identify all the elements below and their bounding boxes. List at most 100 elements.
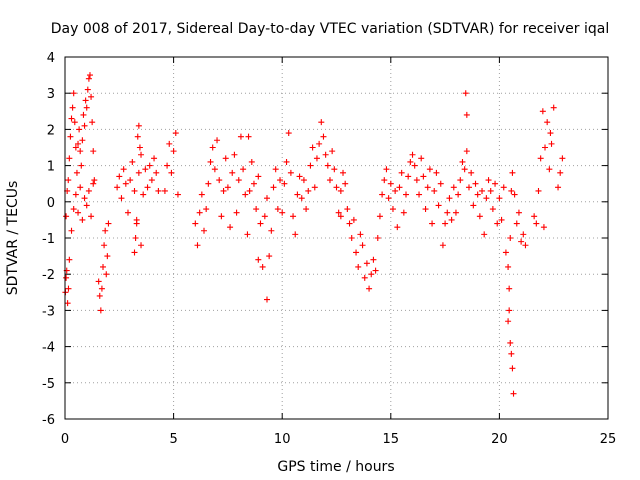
data-point [71, 119, 78, 126]
data-point [457, 177, 464, 184]
data-point [259, 263, 266, 270]
data-point [520, 231, 527, 238]
data-point [140, 191, 147, 198]
data-point [510, 390, 517, 397]
data-point [405, 173, 412, 180]
data-point [207, 158, 214, 165]
data-point [274, 206, 281, 213]
data-point [101, 242, 108, 249]
data-point [374, 235, 381, 241]
data-point [120, 166, 127, 173]
data-point [72, 144, 79, 151]
data-point [124, 209, 131, 216]
axis-ticks [64, 56, 609, 420]
data-point [459, 158, 466, 165]
data-point [472, 180, 479, 187]
data-point [540, 224, 547, 231]
data-point [450, 184, 457, 191]
tick-labels: 0 5 10 15 20 25 -6 -5 -4 -3 -2 -1 0 1 2 3 4 [42, 51, 616, 447]
data-point [513, 220, 520, 227]
data-point [229, 169, 236, 176]
data-point [161, 187, 168, 194]
data-point [287, 169, 294, 176]
data-point [385, 195, 392, 202]
data-point [300, 177, 307, 184]
data-point [370, 256, 377, 263]
data-point [83, 202, 90, 209]
y-tick-label: 0 [47, 196, 55, 211]
data-point [283, 158, 290, 165]
data-point [135, 122, 142, 129]
data-point [496, 195, 503, 202]
data-point [335, 209, 342, 216]
data-point [138, 151, 145, 158]
data-point [88, 93, 95, 100]
data-point [544, 119, 551, 126]
data-point [542, 144, 549, 151]
data-point [118, 195, 125, 202]
data-point [357, 231, 364, 238]
data-point [468, 169, 475, 176]
data-point [170, 148, 177, 155]
data-point [116, 173, 123, 180]
data-point [98, 285, 105, 292]
data-point [63, 274, 70, 281]
data-point [268, 227, 275, 234]
data-point [263, 195, 270, 202]
data-point [355, 263, 362, 270]
data-point [500, 184, 507, 191]
data-point [76, 126, 83, 133]
data-point [426, 166, 433, 173]
data-point [294, 191, 301, 198]
data-point [379, 191, 386, 198]
data-point [326, 177, 333, 184]
data-point [403, 191, 410, 198]
y-tick-label: -4 [42, 341, 55, 356]
data-point [461, 166, 468, 173]
data-point [465, 184, 472, 191]
y-tick-label: 3 [47, 87, 55, 102]
data-point [409, 151, 416, 158]
data-point [389, 206, 396, 213]
data-point [85, 75, 92, 82]
data-point [462, 90, 469, 97]
x-tick-label: 0 [61, 432, 69, 447]
data-point [255, 173, 262, 180]
data-point [69, 104, 76, 111]
data-point [539, 108, 546, 115]
data-point [96, 292, 103, 299]
data-point [63, 213, 70, 220]
data-point [309, 144, 316, 151]
data-point [129, 158, 136, 165]
data-point [240, 166, 247, 173]
data-point [153, 169, 160, 176]
data-point [531, 213, 538, 220]
data-point [485, 177, 492, 184]
data-point [148, 177, 155, 184]
data-point [381, 177, 388, 184]
data-point [83, 104, 90, 111]
data-point [546, 166, 553, 173]
data-series [62, 72, 566, 397]
plot-frame [64, 56, 609, 420]
data-point [67, 133, 74, 140]
data-point [474, 191, 481, 198]
data-point [550, 104, 557, 111]
data-point [127, 177, 134, 184]
data-point [77, 184, 84, 191]
data-point [506, 307, 513, 314]
data-point [201, 227, 208, 234]
data-point [231, 151, 238, 158]
data-point [281, 180, 288, 187]
data-point [331, 166, 338, 173]
data-point [535, 187, 542, 194]
data-point [392, 187, 399, 194]
data-point [492, 180, 499, 187]
data-point [266, 253, 273, 260]
data-point [303, 206, 310, 213]
data-point [470, 202, 477, 209]
data-point [481, 231, 488, 238]
data-point [218, 213, 225, 220]
data-point [416, 191, 423, 198]
data-point [489, 206, 496, 213]
